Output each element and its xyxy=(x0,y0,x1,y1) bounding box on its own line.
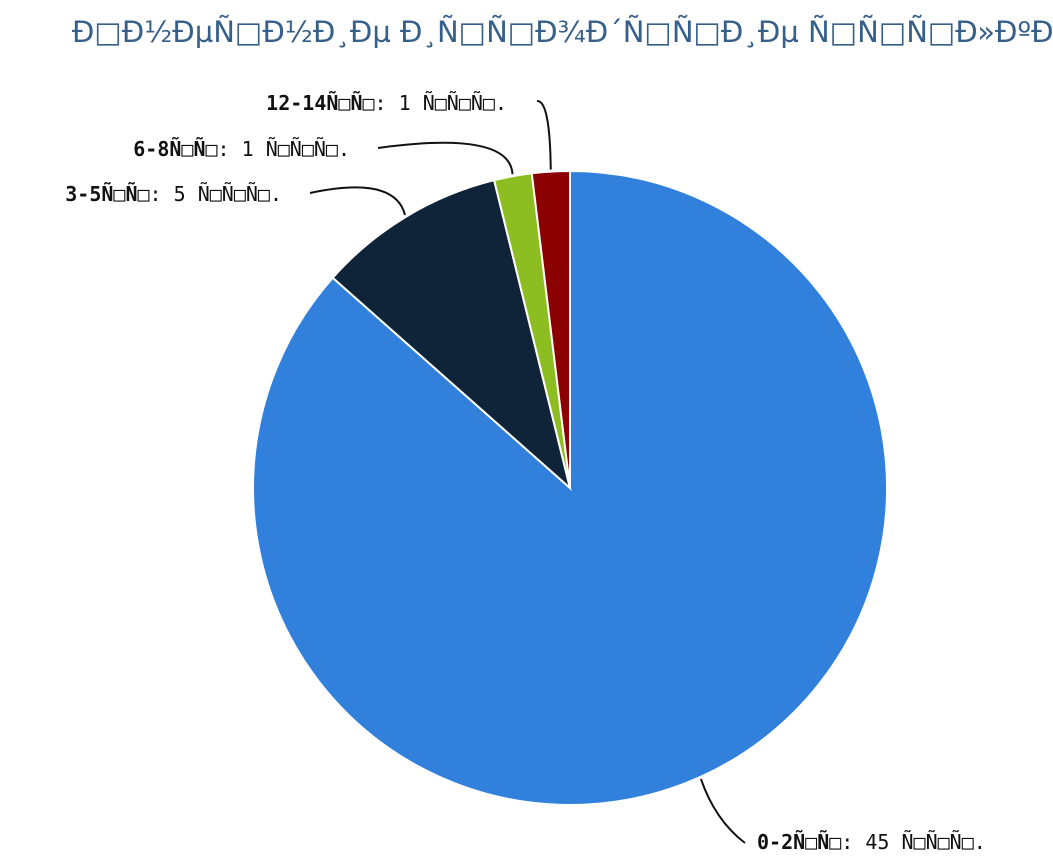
pie-slice xyxy=(331,179,572,491)
slice-value: : 1 Ñ□Ñ□Ñ□. xyxy=(218,137,350,161)
leader-line xyxy=(377,141,514,175)
slice-value: : 1 Ñ□Ñ□Ñ□. xyxy=(375,91,507,115)
leader-line xyxy=(309,186,406,216)
slice-label: 3-5Ñ□Ñ□: 5 Ñ□Ñ□Ñ□. xyxy=(65,182,282,206)
slice-label: 0-2Ñ□Ñ□: 45 Ñ□Ñ□Ñ□. xyxy=(757,830,986,854)
slice-name: 0-2Ñ□Ñ□ xyxy=(757,830,841,854)
slice-value: : 45 Ñ□Ñ□Ñ□. xyxy=(841,830,986,854)
leader-line xyxy=(536,100,552,170)
slice-value: : 5 Ñ□Ñ□Ñ□. xyxy=(150,182,282,206)
slice-name: 12-14Ñ□Ñ□ xyxy=(266,91,374,115)
leader-line xyxy=(699,778,746,844)
slice-name: 3-5Ñ□Ñ□ xyxy=(65,182,149,206)
slice-name: 6-8Ñ□Ñ□ xyxy=(133,137,217,161)
pie-slice xyxy=(530,169,571,489)
chart-title: Ð□Ð½ÐµÑ□Ð½Ð¸Ðµ Ð¸Ñ□Ñ□Ð¾Ð´Ñ□Ñ□Ð¸Ðµ Ñ□Ñ□Ñ□… xyxy=(72,15,1053,49)
slice-label: 6-8Ñ□Ñ□: 1 Ñ□Ñ□Ñ□. xyxy=(133,137,350,161)
slice-label: 12-14Ñ□Ñ□: 1 Ñ□Ñ□Ñ□. xyxy=(266,91,507,115)
